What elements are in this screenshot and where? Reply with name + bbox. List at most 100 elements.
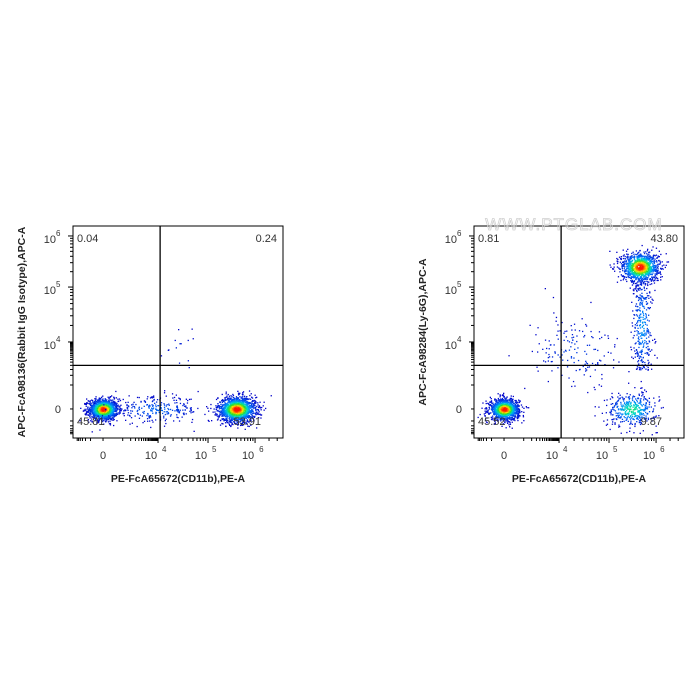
data-point xyxy=(511,403,514,406)
data-point xyxy=(146,414,148,417)
data-point xyxy=(220,419,222,422)
data-point xyxy=(190,407,192,409)
data-point xyxy=(659,399,661,401)
data-point xyxy=(650,259,652,262)
data-point xyxy=(507,404,509,407)
data-point xyxy=(630,412,633,414)
data-point xyxy=(230,412,232,414)
data-point xyxy=(640,422,642,424)
data-point xyxy=(244,405,246,407)
data-point xyxy=(502,414,504,416)
data-point xyxy=(101,415,104,417)
data-point xyxy=(248,410,250,413)
data-point xyxy=(501,416,503,418)
data-point xyxy=(241,413,243,416)
data-point xyxy=(86,408,88,410)
data-point xyxy=(110,418,113,420)
data-point xyxy=(120,408,122,410)
data-point xyxy=(110,408,113,411)
data-point xyxy=(636,415,638,417)
data-point xyxy=(92,405,94,407)
data-point xyxy=(225,419,227,421)
data-point xyxy=(238,413,241,415)
data-point xyxy=(87,414,89,416)
data-point xyxy=(619,408,621,410)
data-point xyxy=(183,413,185,416)
data-point xyxy=(152,407,155,409)
data-point xyxy=(91,410,93,412)
data-point xyxy=(221,399,224,401)
data-point xyxy=(645,418,647,420)
data-point xyxy=(615,402,617,404)
data-point xyxy=(150,409,152,411)
data-point xyxy=(130,417,133,419)
data-point xyxy=(110,405,112,408)
data-point xyxy=(594,415,596,417)
data-point xyxy=(237,419,239,421)
data-point xyxy=(229,420,231,422)
data-point xyxy=(148,405,150,407)
data-point xyxy=(239,405,241,408)
data-point xyxy=(229,405,231,407)
data-point xyxy=(513,411,516,414)
data-point xyxy=(204,413,206,416)
data-point xyxy=(191,328,193,330)
data-point xyxy=(617,408,620,410)
data-point xyxy=(123,412,125,415)
data-point xyxy=(609,428,611,431)
data-point xyxy=(502,423,504,425)
data-point xyxy=(235,420,237,422)
data-point xyxy=(507,419,509,422)
data-point xyxy=(506,416,508,418)
data-point xyxy=(238,400,240,402)
data-point xyxy=(623,420,625,422)
data-point xyxy=(498,401,501,403)
data-point xyxy=(111,403,113,405)
data-point xyxy=(502,419,504,421)
data-point xyxy=(503,413,505,415)
data-point xyxy=(225,396,227,398)
data-point xyxy=(173,399,175,401)
data-point xyxy=(219,424,222,426)
data-point xyxy=(163,415,165,417)
data-point xyxy=(503,411,505,413)
data-point xyxy=(125,401,127,404)
data-point xyxy=(247,398,249,401)
data-point xyxy=(485,421,488,423)
data-point xyxy=(107,409,109,411)
data-point xyxy=(627,408,629,410)
data-point xyxy=(489,396,491,398)
data-point xyxy=(644,398,647,400)
data-point xyxy=(628,412,630,414)
data-point xyxy=(605,412,607,414)
data-point xyxy=(512,412,514,414)
data-point xyxy=(104,412,106,414)
data-point xyxy=(84,402,86,405)
data-point xyxy=(510,397,512,400)
data-point xyxy=(504,408,507,410)
data-point xyxy=(103,403,105,405)
data-point xyxy=(606,419,609,421)
data-point xyxy=(503,399,505,401)
data-point xyxy=(242,402,244,404)
data-point xyxy=(109,396,111,399)
data-point xyxy=(237,407,239,409)
data-point xyxy=(143,400,146,402)
data-point xyxy=(237,392,240,394)
data-point xyxy=(191,418,194,421)
data-point xyxy=(105,421,107,423)
data-point xyxy=(106,410,109,412)
data-point xyxy=(101,404,103,407)
data-point xyxy=(223,411,226,413)
data-point xyxy=(228,410,230,412)
data-point xyxy=(634,422,636,425)
data-point xyxy=(517,409,519,411)
data-point xyxy=(185,406,187,408)
data-point xyxy=(511,421,513,423)
data-point xyxy=(187,339,189,342)
data-point xyxy=(626,412,629,415)
data-point xyxy=(242,421,244,423)
data-point xyxy=(511,412,513,414)
data-point xyxy=(512,401,514,404)
data-point xyxy=(639,414,641,416)
